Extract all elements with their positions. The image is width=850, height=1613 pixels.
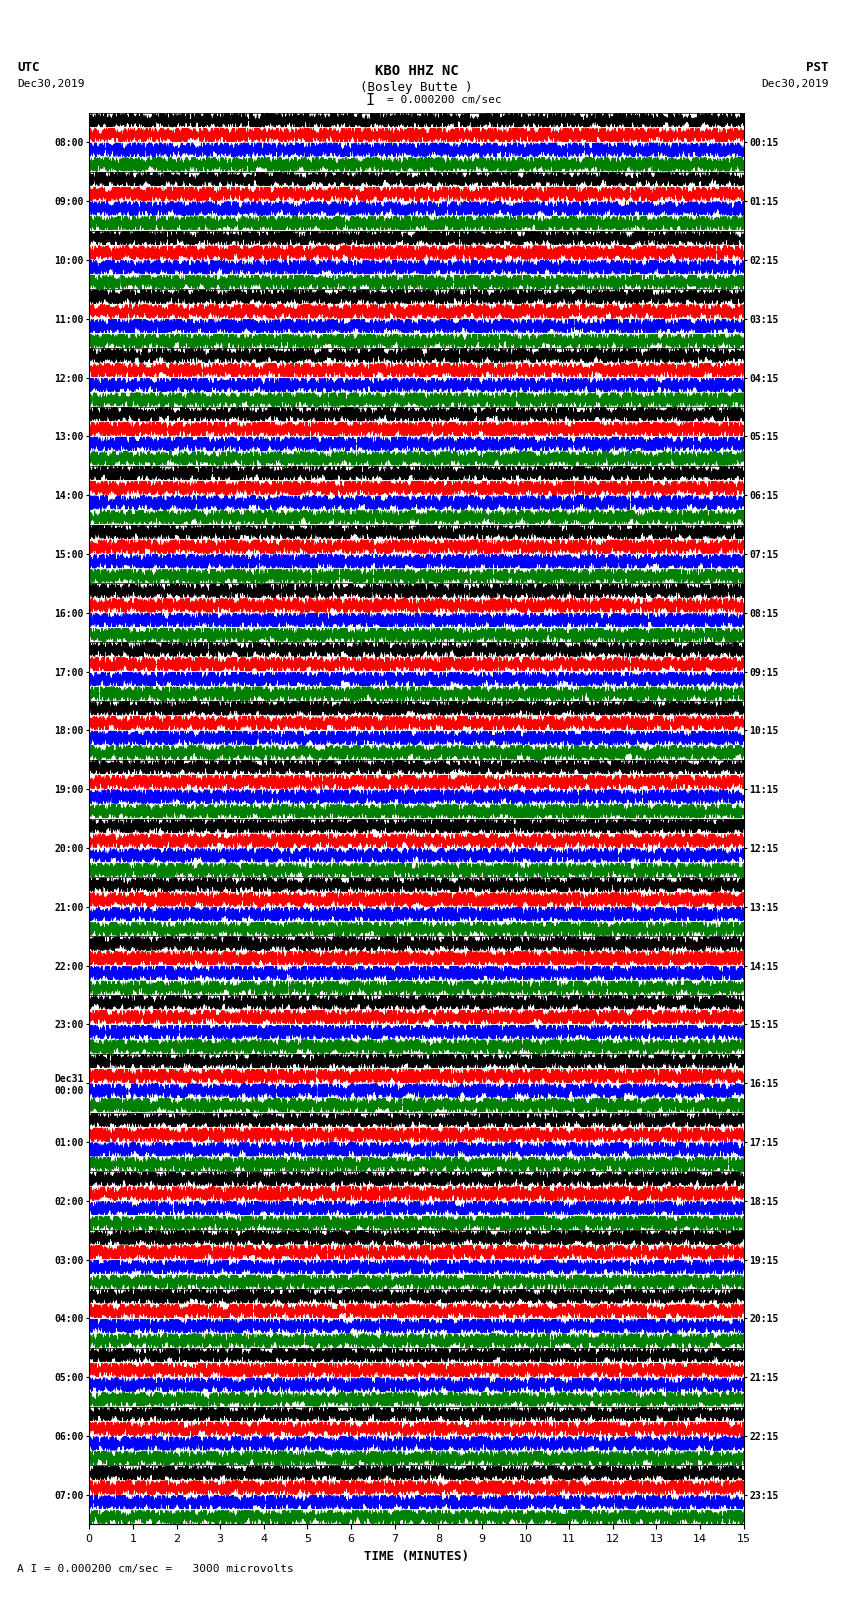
X-axis label: TIME (MINUTES): TIME (MINUTES) (364, 1550, 469, 1563)
Text: = 0.000200 cm/sec: = 0.000200 cm/sec (387, 95, 501, 105)
Text: (Bosley Butte ): (Bosley Butte ) (360, 81, 473, 94)
Text: KBO HHZ NC: KBO HHZ NC (375, 65, 458, 77)
Text: Dec30,2019: Dec30,2019 (17, 79, 84, 89)
Text: PST: PST (807, 61, 829, 74)
Text: Dec30,2019: Dec30,2019 (762, 79, 829, 89)
Text: UTC: UTC (17, 61, 39, 74)
Text: I: I (366, 92, 374, 108)
Text: A I = 0.000200 cm/sec =   3000 microvolts: A I = 0.000200 cm/sec = 3000 microvolts (17, 1565, 294, 1574)
